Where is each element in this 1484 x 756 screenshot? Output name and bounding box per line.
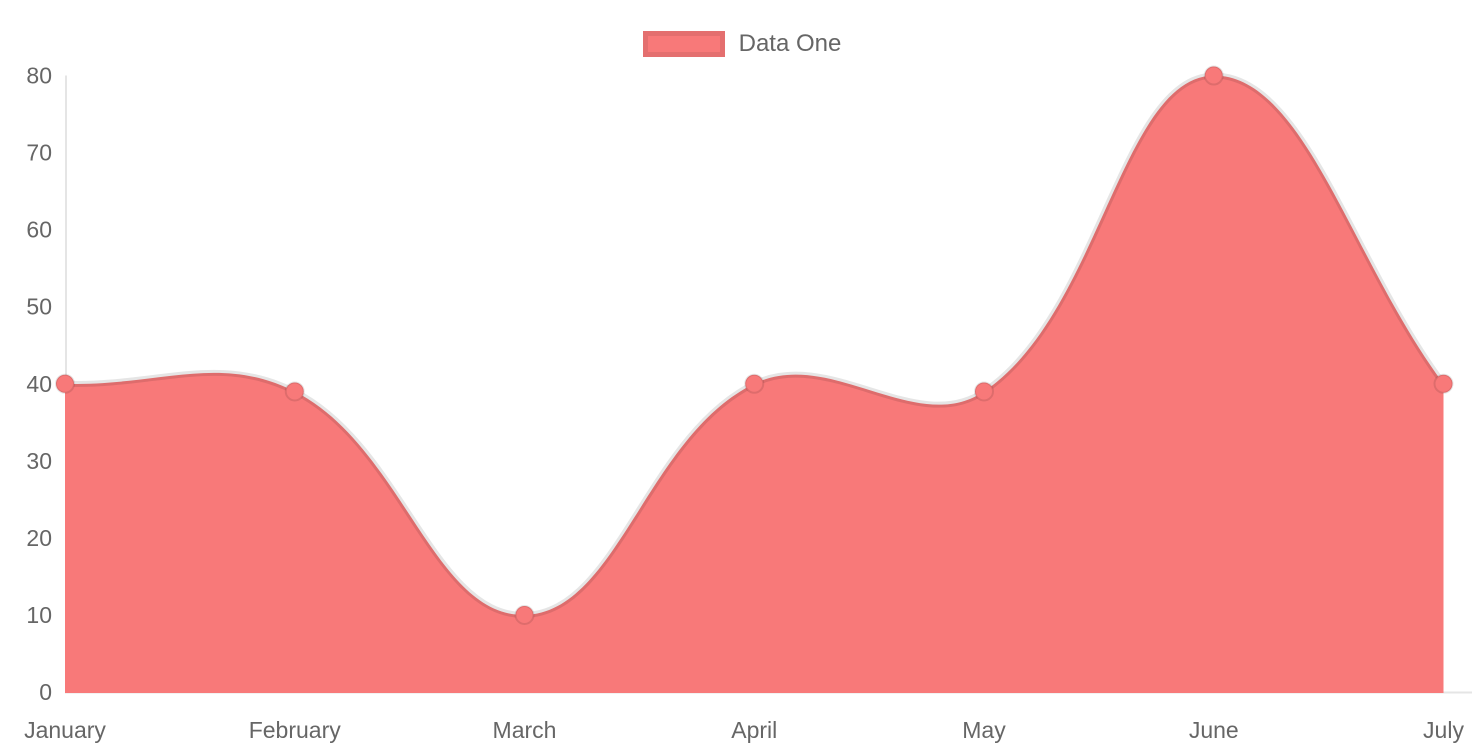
x-axis-tick-label: June [1189, 717, 1239, 743]
legend-swatch [642, 31, 725, 57]
data-point-may[interactable] [974, 381, 994, 402]
x-axis-tick-label: February [249, 717, 342, 743]
y-axis-tick-label: 50 [26, 294, 52, 320]
data-point-march[interactable] [514, 604, 535, 625]
y-axis-tick-label: 0 [39, 679, 52, 705]
legend-label: Data One [738, 30, 842, 57]
x-axis-tick-label: March [493, 717, 557, 743]
x-axis-tick-label: July [1423, 717, 1464, 743]
legend: Data One [0, 31, 1484, 57]
data-point-january[interactable] [55, 373, 75, 394]
y-axis-tick-label: 30 [26, 448, 52, 474]
legend-item-data-one[interactable]: Data One [642, 30, 842, 57]
y-axis-tick-label: 80 [26, 63, 52, 89]
y-axis-tick-label: 20 [26, 525, 52, 551]
data-point-april[interactable] [744, 373, 765, 394]
y-axis-tick-label: 70 [26, 140, 52, 166]
y-axis-tick-label: 40 [26, 371, 52, 397]
data-point-july[interactable] [1433, 373, 1454, 394]
y-axis-tick-label: 60 [26, 217, 52, 243]
data-point-february[interactable] [284, 381, 305, 402]
x-axis-tick-label: January [24, 717, 106, 743]
x-axis-tick-label: May [962, 717, 1006, 743]
x-axis-tick-label: April [731, 717, 777, 743]
data-point-june[interactable] [1203, 65, 1224, 86]
y-axis-tick-label: 10 [26, 602, 52, 628]
